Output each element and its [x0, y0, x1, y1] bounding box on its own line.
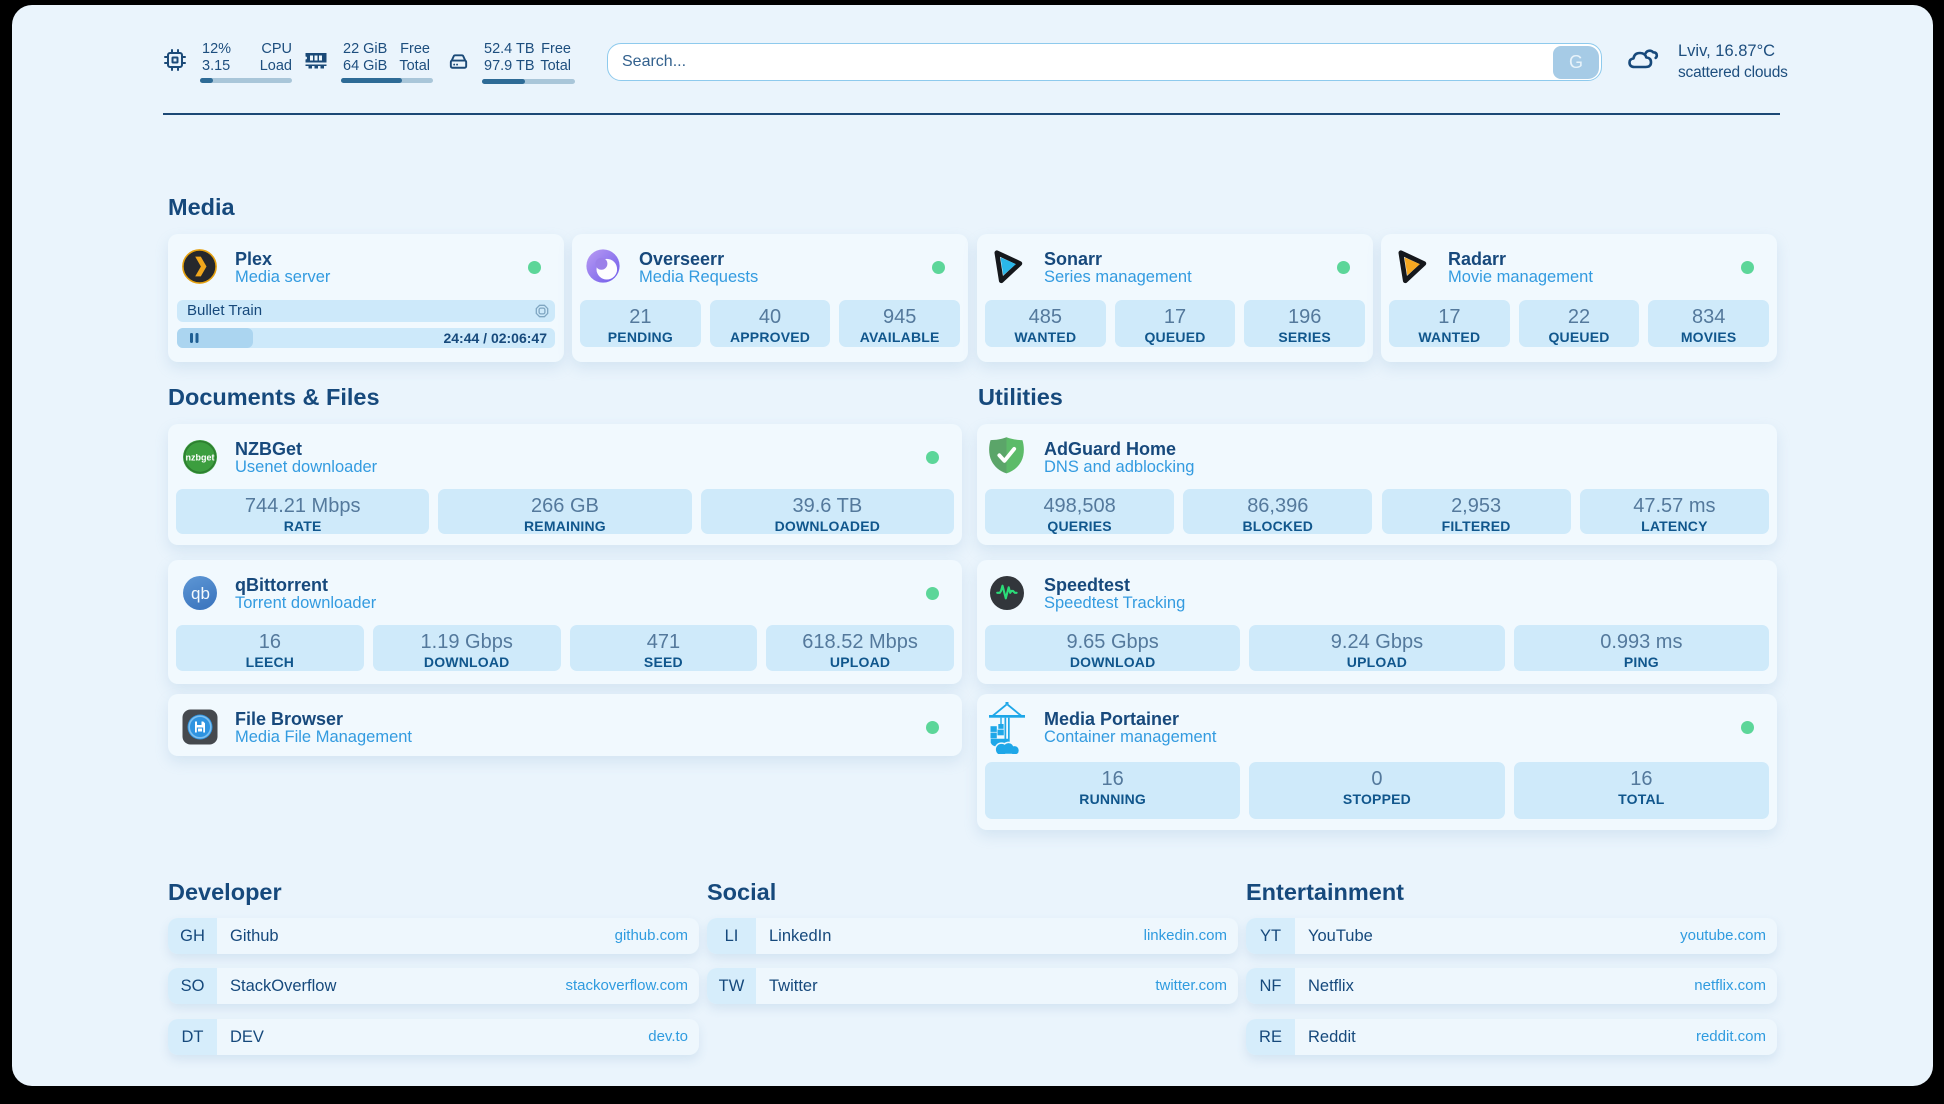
svg-text:qb: qb	[191, 584, 210, 603]
svg-text:nzbget: nzbget	[186, 453, 215, 463]
